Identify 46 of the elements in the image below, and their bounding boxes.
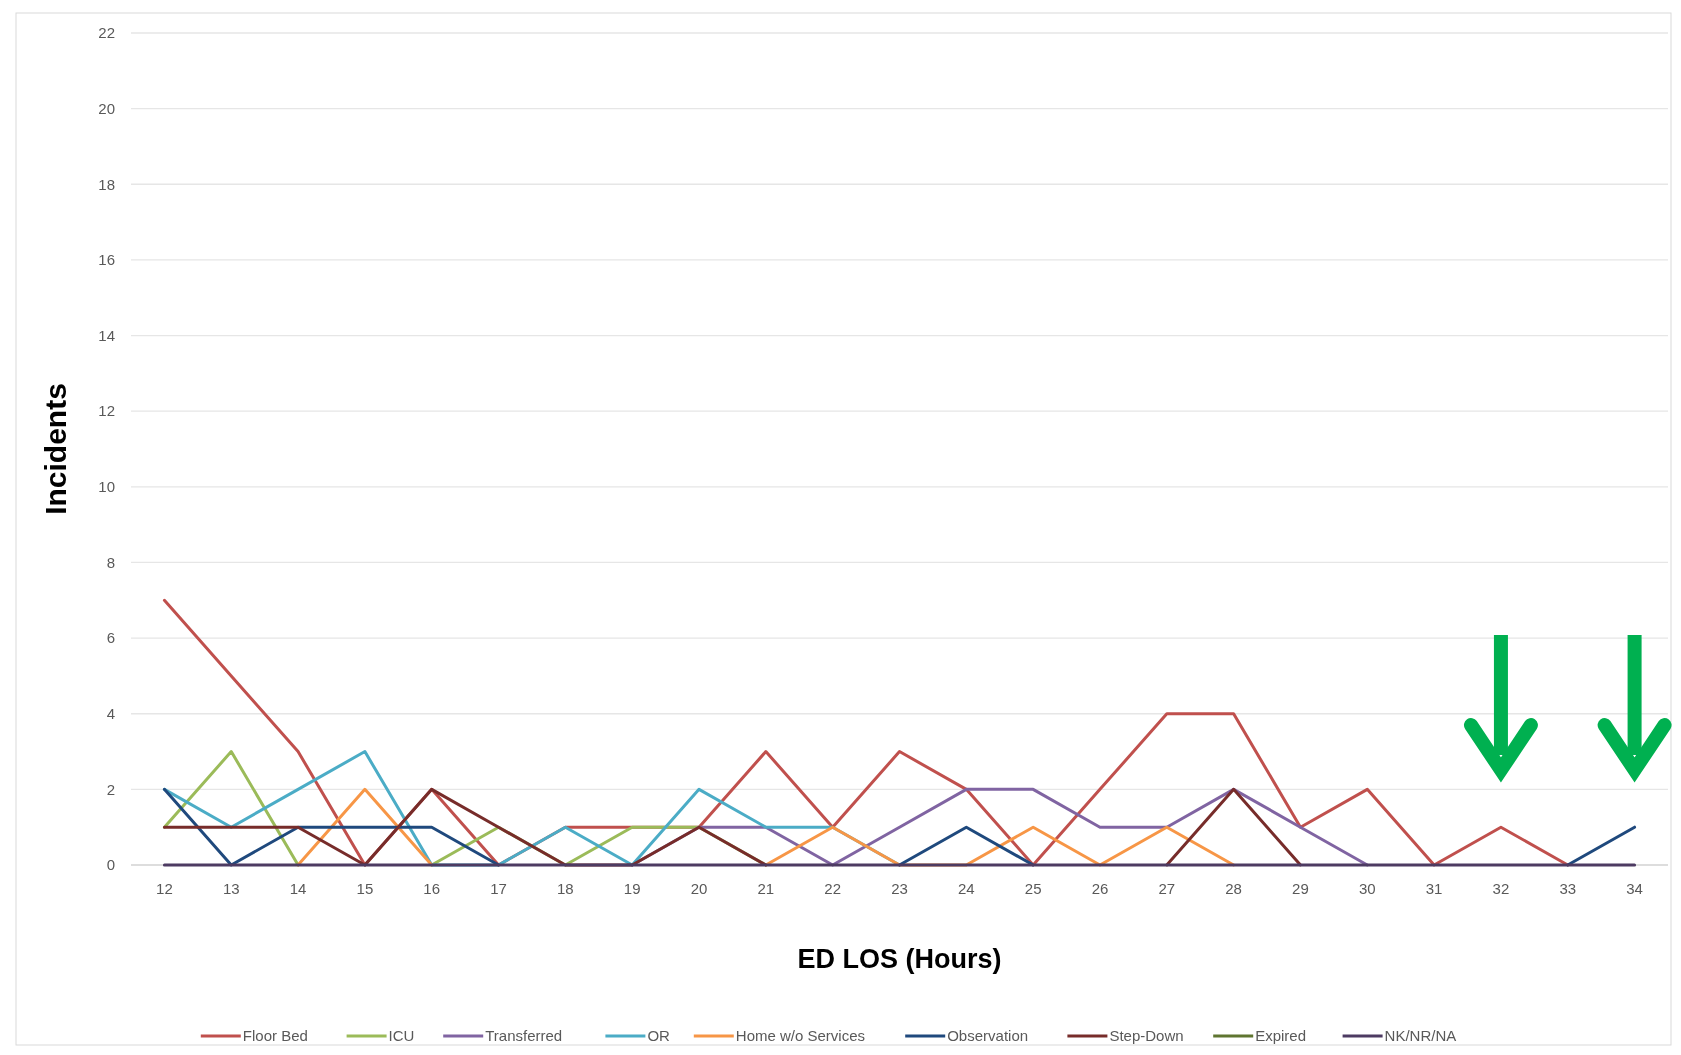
y-axis-title: Incidents [39, 383, 72, 515]
x-tick-label: 23 [891, 880, 908, 897]
legend-label: Expired [1255, 1027, 1307, 1045]
x-tick-label: 15 [356, 880, 374, 897]
x-tick-label: 32 [1492, 880, 1510, 897]
x-tick-label: 27 [1158, 880, 1176, 897]
legend-label: Observation [947, 1027, 1029, 1045]
y-tick-label: 8 [106, 553, 115, 571]
y-tick-label: 14 [98, 326, 115, 344]
x-tick-label: 34 [1626, 880, 1643, 897]
legend-label: Step-Down [1109, 1027, 1184, 1045]
x-tick-label: 25 [1024, 880, 1042, 897]
x-tick-label: 29 [1292, 880, 1309, 897]
legend-label: ICU [388, 1027, 415, 1045]
x-tick-label: 33 [1559, 880, 1577, 897]
x-axis-title: ED LOS (Hours) [797, 944, 1002, 974]
x-tick-label: 30 [1358, 880, 1376, 897]
y-tick-label: 22 [98, 24, 115, 42]
x-tick-label: 18 [557, 880, 574, 897]
x-tick-label: 16 [423, 880, 441, 897]
legend-label: Transferred [485, 1027, 563, 1045]
x-tick-label: 20 [690, 880, 708, 897]
y-tick-label: 0 [106, 856, 115, 874]
x-tick-label: 19 [623, 880, 641, 897]
x-tick-label: 12 [156, 880, 173, 897]
y-tick-label: 4 [106, 704, 115, 722]
y-tick-label: 20 [98, 99, 115, 117]
y-tick-label: 10 [98, 478, 115, 496]
x-tick-label: 14 [289, 880, 307, 897]
y-tick-label: 18 [98, 175, 115, 193]
y-tick-label: 2 [106, 780, 115, 798]
x-tick-label: 22 [824, 880, 842, 897]
y-tick-label: 6 [106, 629, 115, 647]
x-tick-label: 17 [490, 880, 507, 897]
legend-label: NK/NR/NA [1384, 1027, 1457, 1045]
legend-label: Home w/o Services [735, 1027, 866, 1045]
x-tick-label: 31 [1425, 880, 1443, 897]
y-tick-label: 12 [98, 402, 115, 420]
x-tick-label: 26 [1091, 880, 1109, 897]
x-tick-label: 13 [222, 880, 240, 897]
x-tick-label: 21 [757, 880, 775, 897]
x-tick-label: 24 [957, 880, 975, 897]
y-tick-label: 16 [98, 251, 115, 269]
x-tick-label: 28 [1225, 880, 1242, 897]
legend-label: Floor Bed [242, 1027, 308, 1045]
legend-label: OR [647, 1027, 671, 1045]
